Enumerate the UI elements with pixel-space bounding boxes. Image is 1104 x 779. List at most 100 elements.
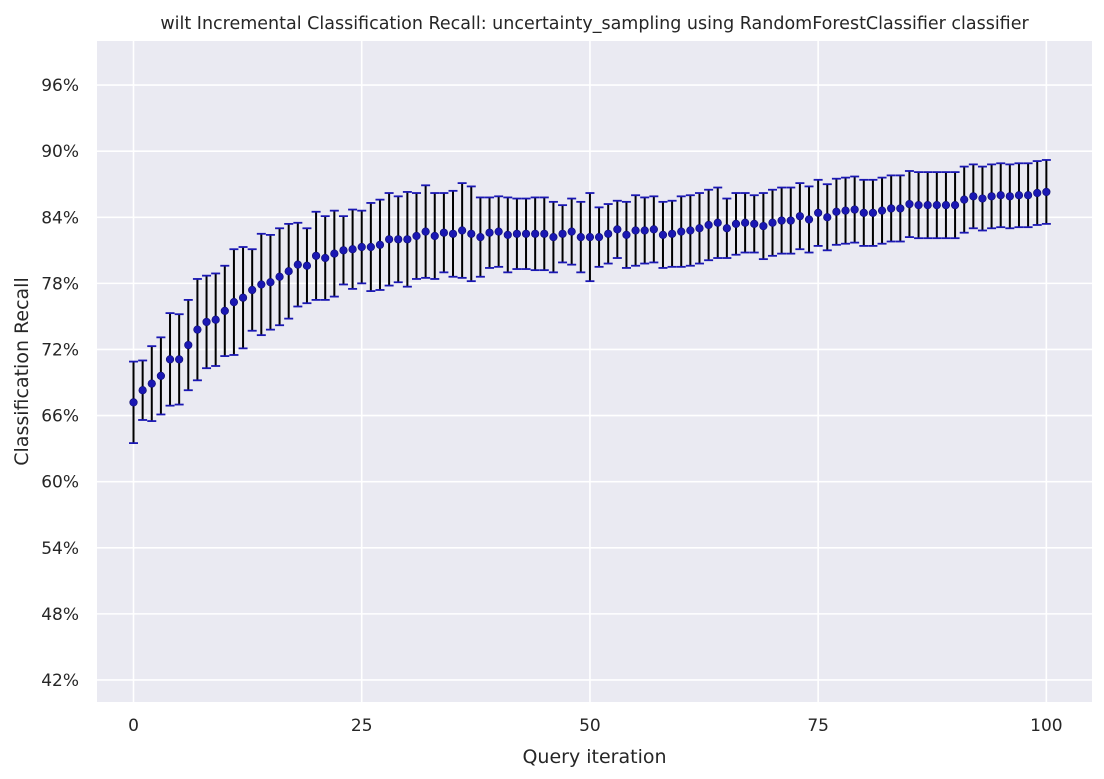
y-tick-label: 72% xyxy=(41,340,79,360)
data-point xyxy=(996,191,1005,200)
data-point xyxy=(640,226,649,235)
data-point xyxy=(695,224,704,233)
data-point xyxy=(293,260,302,269)
data-point xyxy=(604,229,613,238)
y-tick-label: 96% xyxy=(41,76,79,96)
data-point xyxy=(741,218,750,227)
data-point xyxy=(704,220,713,230)
data-point xyxy=(220,306,229,316)
data-point xyxy=(804,215,814,224)
data-point xyxy=(229,297,239,307)
data-point xyxy=(485,228,494,237)
data-point xyxy=(175,355,184,364)
data-point xyxy=(549,232,558,242)
data-point xyxy=(266,278,275,287)
data-point xyxy=(795,212,804,221)
y-tick-label: 78% xyxy=(41,274,79,294)
data-point xyxy=(1014,191,1024,200)
x-tick-label: 75 xyxy=(807,716,829,736)
data-point xyxy=(321,253,330,263)
data-point xyxy=(238,293,248,302)
x-tick-label: 0 xyxy=(128,716,139,736)
data-point xyxy=(1042,187,1051,197)
data-point xyxy=(1033,188,1042,198)
data-point xyxy=(494,227,503,236)
data-point xyxy=(978,194,987,203)
data-point xyxy=(311,251,321,260)
x-tick-label: 25 xyxy=(351,716,373,736)
plot-area xyxy=(97,41,1092,702)
y-tick-label: 84% xyxy=(41,208,79,228)
data-point xyxy=(841,206,850,215)
data-point xyxy=(1024,191,1033,200)
data-point xyxy=(394,235,403,244)
data-point xyxy=(887,204,896,213)
data-point xyxy=(786,216,795,225)
data-point xyxy=(211,315,220,324)
data-point xyxy=(594,232,604,242)
data-point xyxy=(896,204,905,213)
data-point xyxy=(184,340,193,350)
data-point xyxy=(503,230,512,239)
data-point xyxy=(202,317,211,327)
data-point xyxy=(412,231,421,241)
data-point xyxy=(1005,192,1014,201)
y-tick-label: 60% xyxy=(41,473,79,493)
data-point xyxy=(658,230,668,239)
data-point xyxy=(631,226,640,235)
data-point xyxy=(284,267,293,276)
data-point xyxy=(165,355,175,364)
data-point xyxy=(257,280,266,289)
data-point xyxy=(585,232,595,242)
data-point xyxy=(923,201,932,210)
data-point xyxy=(439,228,448,237)
x-tick-label: 100 xyxy=(1030,716,1062,736)
data-point xyxy=(476,232,485,242)
data-point xyxy=(366,242,375,252)
y-tick-label: 66% xyxy=(41,407,79,427)
data-point xyxy=(330,249,339,258)
chart-title: wilt Incremental Classification Recall: … xyxy=(160,14,1029,34)
data-point xyxy=(731,219,741,228)
x-axis-label: Query iteration xyxy=(522,746,666,768)
data-point xyxy=(914,201,923,210)
data-point xyxy=(859,208,868,217)
data-point xyxy=(649,225,658,234)
data-point xyxy=(531,229,540,238)
data-point xyxy=(823,213,832,222)
data-point xyxy=(129,398,138,407)
y-tick-label: 42% xyxy=(41,671,79,691)
data-point xyxy=(348,245,357,254)
x-tick-label: 50 xyxy=(579,716,601,736)
data-point xyxy=(512,229,522,238)
data-point xyxy=(613,225,622,234)
data-point xyxy=(521,229,531,238)
y-tick-label: 48% xyxy=(41,605,79,625)
data-point xyxy=(421,227,430,236)
data-point xyxy=(905,199,914,209)
data-point xyxy=(193,325,202,334)
data-point xyxy=(814,208,823,217)
data-point xyxy=(567,227,576,236)
data-point xyxy=(722,224,731,233)
data-point xyxy=(385,235,394,244)
data-point xyxy=(467,229,476,238)
data-point xyxy=(777,216,786,225)
data-point xyxy=(576,232,585,242)
data-point xyxy=(248,285,257,295)
data-point xyxy=(138,386,147,395)
data-point xyxy=(713,218,722,227)
data-point xyxy=(403,235,412,244)
data-point xyxy=(147,379,156,388)
data-point xyxy=(375,240,385,249)
data-point xyxy=(357,242,366,252)
data-point xyxy=(950,201,960,210)
data-point xyxy=(156,371,165,381)
y-tick-label: 54% xyxy=(41,539,79,559)
data-point xyxy=(960,195,969,204)
data-point xyxy=(302,261,312,270)
data-point xyxy=(941,201,951,210)
data-point xyxy=(969,192,978,201)
